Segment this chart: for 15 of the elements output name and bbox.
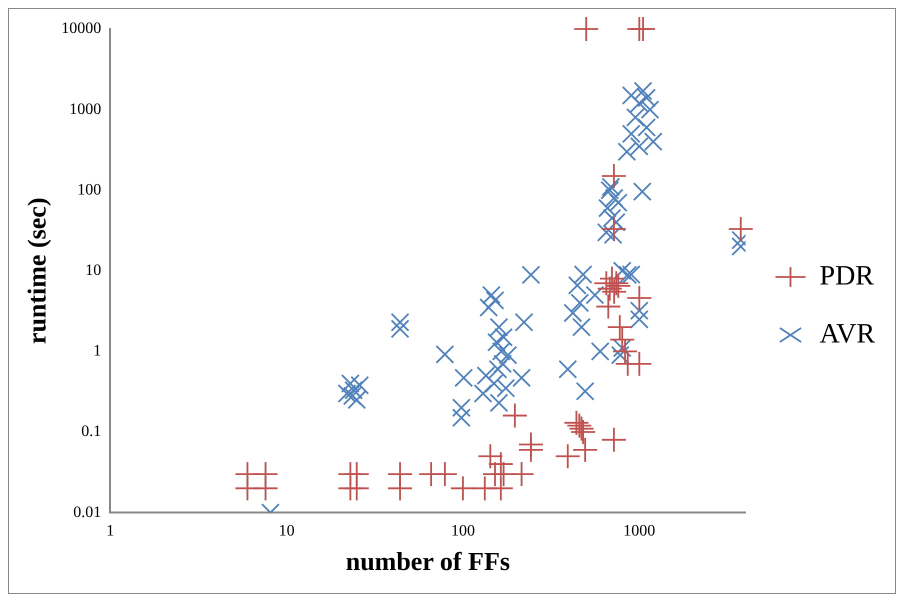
legend-label: PDR xyxy=(819,260,874,292)
x-axis-title: number of FFs xyxy=(346,547,510,576)
y-tick-label: 10 xyxy=(85,262,102,280)
x-tick-label: 100 xyxy=(450,522,475,540)
x-tick-label: 1000 xyxy=(623,522,656,540)
legend-label: AVR xyxy=(819,318,876,350)
y-tick-label: 1000 xyxy=(69,100,102,118)
x-tick-label: 1 xyxy=(106,522,114,540)
y-axis-title: runtime (sec) xyxy=(22,198,52,344)
y-tick-label: 0.01 xyxy=(73,504,102,521)
y-tick-label: 1 xyxy=(93,342,102,360)
y-tick-label: 100 xyxy=(77,181,102,198)
y-tick-label: 10000 xyxy=(61,20,102,38)
x-tick-label: 10 xyxy=(278,522,295,540)
y-tick-label: 0.1 xyxy=(81,423,102,440)
